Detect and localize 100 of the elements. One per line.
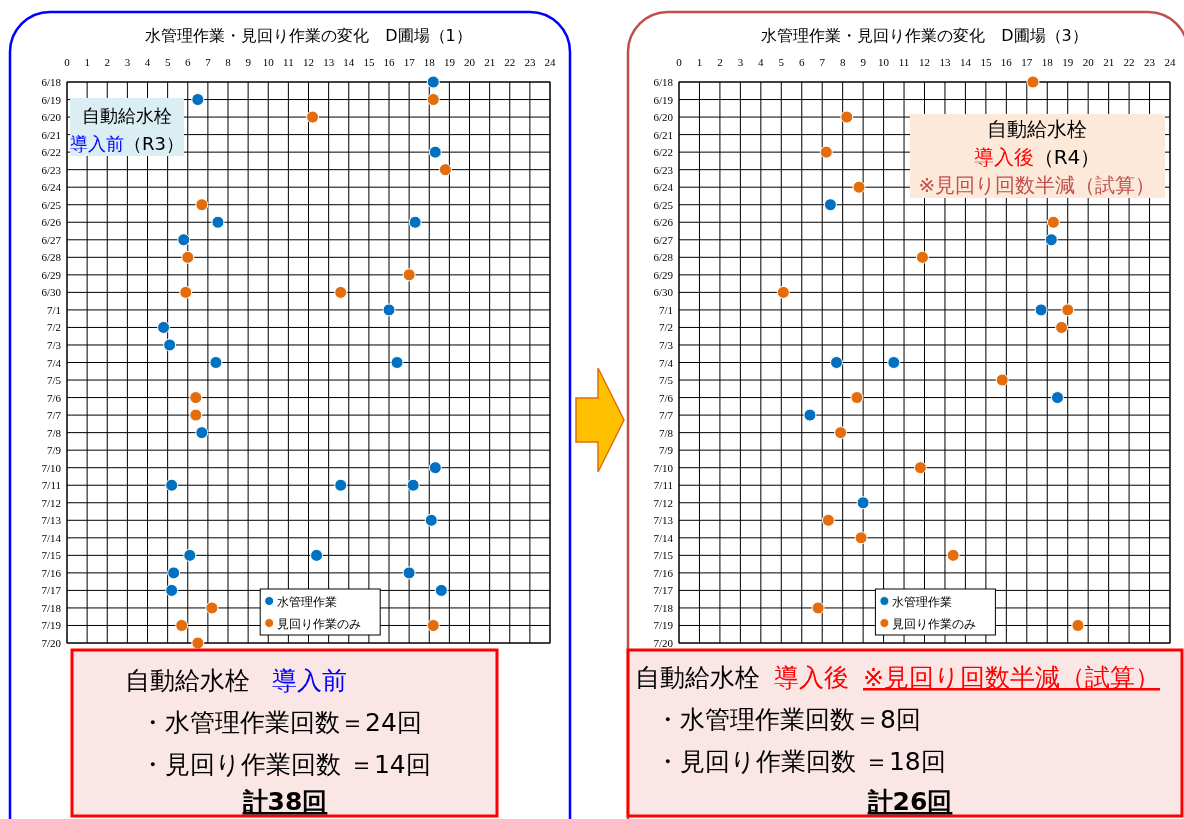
y-tick-label: 7/11	[653, 479, 673, 492]
x-tick-label: 10	[262, 56, 275, 68]
y-tick-label: 6/19	[41, 93, 62, 106]
point	[1055, 320, 1069, 334]
x-tick-label: 18	[1041, 56, 1054, 68]
x-tick-label: 16	[383, 56, 395, 68]
y-tick-label: 7/8	[658, 426, 674, 439]
x-tick-label: 19	[1062, 56, 1074, 68]
point	[438, 163, 452, 177]
y-tick-label: 7/17	[653, 584, 674, 597]
point	[402, 268, 416, 282]
y-tick-label: 6/21	[41, 128, 61, 141]
x-tick-label: 14	[343, 56, 355, 68]
y-tick-label: 6/20	[41, 111, 62, 124]
point	[434, 583, 448, 597]
point	[776, 285, 790, 299]
y-tick-label: 7/11	[41, 479, 61, 492]
y-tick-label: 7/14	[41, 531, 62, 544]
y-tick-label: 7/19	[41, 619, 62, 632]
point	[334, 478, 348, 492]
x-tick-label: 22	[1123, 56, 1135, 68]
y-tick-label: 7/20	[41, 637, 62, 649]
point	[995, 373, 1009, 387]
y-tick-label: 6/26	[653, 216, 674, 229]
x-tick-label: 4	[144, 56, 151, 68]
y-tick-label: 7/5	[658, 374, 674, 387]
point	[834, 426, 848, 440]
point	[1071, 618, 1085, 632]
x-tick-label: 13	[939, 56, 951, 68]
y-tick-label: 7/10	[653, 461, 674, 474]
x-tick-label: 18	[423, 56, 436, 68]
y-tick-label: 7/8	[46, 426, 62, 439]
point	[165, 478, 179, 492]
point	[854, 531, 868, 545]
x-tick-label: 5	[778, 56, 785, 68]
x-tick-label: 10	[878, 56, 890, 68]
point	[408, 215, 422, 229]
y-tick-label: 7/12	[41, 496, 61, 509]
y-tick-label: 7/16	[653, 566, 674, 579]
y-tick-label: 7/18	[653, 601, 674, 614]
x-tick-label: 8	[839, 56, 846, 68]
text: 導入後	[774, 663, 849, 692]
point	[821, 513, 835, 527]
x-tick-label: 1	[84, 56, 90, 68]
x-tick-label: 0	[676, 56, 683, 68]
point	[426, 93, 440, 107]
point	[811, 601, 825, 615]
point	[946, 548, 960, 562]
point	[1046, 215, 1060, 229]
point	[1034, 303, 1048, 317]
x-tick-label: 4	[758, 56, 765, 68]
y-tick-label: 6/29	[653, 268, 674, 281]
point	[179, 285, 193, 299]
y-tick-label: 6/29	[41, 268, 62, 281]
legend-label: 水管理作業	[277, 594, 338, 609]
point	[402, 566, 416, 580]
x-tick-label: 11	[898, 56, 910, 68]
x-tick-label: 9	[245, 56, 252, 68]
y-tick-label: 7/6	[658, 391, 674, 404]
point	[850, 391, 864, 405]
x-tick-label: 3	[124, 56, 131, 68]
legend-label: 水管理作業	[892, 594, 953, 609]
y-tick-label: 7/13	[653, 514, 674, 527]
legend-label: 見回り作業のみ	[892, 616, 977, 631]
point	[205, 601, 219, 615]
y-tick-label: 7/16	[41, 566, 62, 579]
x-tick-label: 2	[717, 56, 723, 68]
x-tick-label: 24	[1164, 56, 1176, 68]
annotation: 導入前	[70, 133, 125, 154]
y-tick-label: 7/19	[653, 619, 674, 632]
point	[195, 198, 209, 212]
y-tick-label: 6/27	[41, 233, 62, 246]
point	[915, 250, 929, 264]
point	[1050, 391, 1064, 405]
x-tick-label: 23	[524, 56, 536, 68]
chart-title: 水管理作業・見回り作業の変化 D圃場（1）	[145, 26, 472, 45]
x-tick-label: 22	[504, 56, 516, 68]
annotation: （R3）	[124, 133, 184, 154]
y-tick-label: 7/3	[658, 338, 674, 351]
point	[426, 75, 440, 89]
x-tick-label: 14	[959, 56, 972, 68]
text: ※見回り回数半減（試算）	[863, 663, 1160, 692]
y-tick-label: 7/4	[658, 356, 674, 369]
y-tick-label: 6/22	[653, 146, 673, 159]
point	[913, 461, 927, 475]
point	[189, 391, 203, 405]
x-tick-label: 19	[443, 56, 456, 68]
annotation: ※見回り回数半減（試算）	[918, 173, 1156, 197]
x-tick-label: 8	[225, 56, 232, 68]
point	[887, 356, 901, 369]
y-tick-label: 7/3	[46, 338, 62, 351]
y-tick-label: 6/24	[41, 181, 62, 194]
annotation: 導入後	[973, 145, 1034, 169]
x-tick-label: 21	[484, 56, 496, 68]
point	[819, 145, 833, 159]
point	[191, 93, 205, 107]
x-tick-label: 21	[1103, 56, 1115, 68]
point	[181, 250, 195, 264]
x-tick-label: 12	[919, 56, 930, 68]
point	[163, 338, 177, 352]
